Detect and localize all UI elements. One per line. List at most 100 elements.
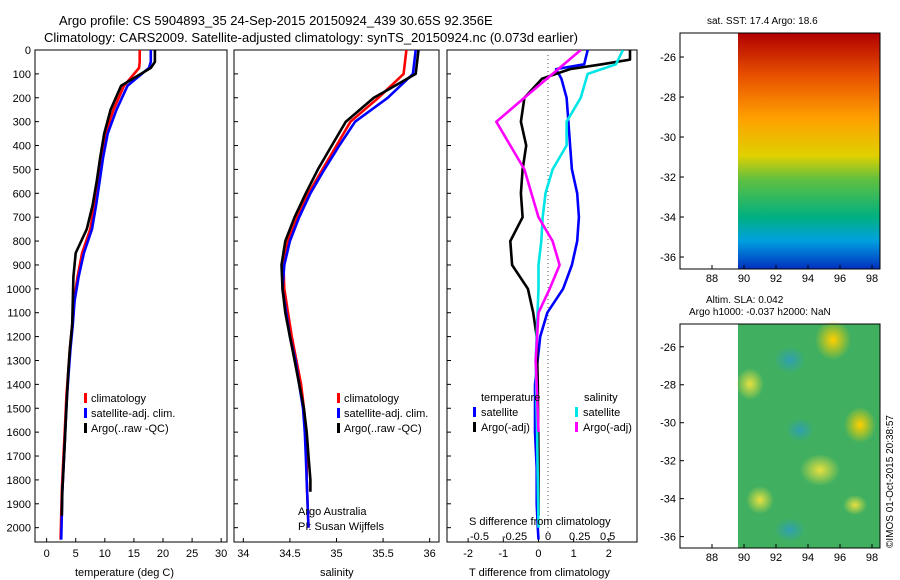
depth-tick-label: 1300 <box>7 355 31 367</box>
legend-label-t-satellite: satellite <box>481 407 518 419</box>
difference-axes-box <box>446 49 638 543</box>
sst-map-box <box>679 32 881 270</box>
depth-tick-label: 1000 <box>7 284 31 296</box>
map-x-tick-label: 88 <box>706 273 718 285</box>
temperature-x-ticks: 0 5 10 15 20 25 30 <box>44 538 227 560</box>
legend-label-s-argo: Argo(-adj) <box>583 422 632 434</box>
temperature-xlabel: temperature (deg C) <box>75 567 174 579</box>
map-x-tick-label: 98 <box>866 273 878 285</box>
legend-swatch-argo <box>84 423 87 433</box>
series-line-temperature-satellite <box>533 50 589 540</box>
pi-note: PI: Susan Wijffels <box>298 521 384 533</box>
x-tick-label: 35.5 <box>372 548 393 560</box>
x-tick-label: -1 <box>498 548 508 560</box>
depth-tick-label: 2000 <box>7 523 31 535</box>
legend-swatch-t-satellite <box>473 407 476 417</box>
sla-anomaly <box>815 320 851 360</box>
s-tick-label: 0 <box>545 531 551 543</box>
salinity-lines <box>280 50 420 528</box>
map-y-tick-label: -26 <box>660 342 676 354</box>
map-y-tick-label: -34 <box>660 494 676 506</box>
legend-swatch-satellite <box>337 408 340 418</box>
series-line-salinity-argo-adj- <box>494 50 582 433</box>
salinity-panel: 34 34.5 35 35.5 36 salinity climatology sate… <box>233 49 440 579</box>
depth-tick-label: 1800 <box>7 475 31 487</box>
salinity-legend: climatology satellite-adj. clim. Argo(..… <box>337 393 428 435</box>
temperature-legend: climatology satellite-adj. clim. Argo(..… <box>84 393 175 435</box>
map-y-tick-label: -36 <box>660 532 676 544</box>
difference-lines <box>494 50 632 540</box>
map-y-tick-label: -36 <box>660 252 676 264</box>
s-tick-label: 0.5 <box>600 531 615 543</box>
x-tick-label: 5 <box>73 548 79 560</box>
legend-label-climatology: climatology <box>344 393 400 405</box>
sst-heatmap <box>738 33 880 269</box>
map-x-tick-label: 92 <box>770 552 782 564</box>
map-x-tick-label: 90 <box>738 552 750 564</box>
difference-depth-ticks <box>447 49 451 529</box>
depth-tick-label: 600 <box>13 188 31 200</box>
depth-tick-label: 1100 <box>7 308 31 320</box>
x-tick-label: 30 <box>215 548 227 560</box>
temperature-axes-box <box>34 49 228 543</box>
x-tick-label: 1 <box>571 548 577 560</box>
sla-anomaly <box>843 495 867 515</box>
depth-tick-label: 1700 <box>7 451 31 463</box>
figure-title-line1: Argo profile: CS 5904893_35 24-Sep-2015 … <box>59 13 493 28</box>
depth-tick-label: 400 <box>13 141 31 153</box>
sla-map-ticks: 88 90 92 94 96 98 -26 -28 -30 -32 -34 -36 <box>660 342 878 564</box>
legend-swatch-s-satellite <box>575 407 578 417</box>
map-x-tick-label: 94 <box>802 273 814 285</box>
map-y-tick-label: -26 <box>660 52 676 64</box>
depth-tick-label: 800 <box>13 236 31 248</box>
depth-tick-label: 1200 <box>7 332 31 344</box>
s-tick-label: -0.5 <box>470 531 489 543</box>
institution-note: Argo Australia <box>298 506 367 518</box>
legend-swatch-s-argo <box>575 422 578 432</box>
depth-tick-label: 1900 <box>7 499 31 511</box>
map-x-tick-label: 90 <box>738 273 750 285</box>
legend-label-satellite: satellite-adj. clim. <box>344 408 428 420</box>
temperature-panel: 0100200300400500600700800900100011001200… <box>7 45 228 579</box>
x-tick-label: 34 <box>237 548 249 560</box>
temperature-lines <box>59 50 157 540</box>
map-y-tick-label: -28 <box>660 92 676 104</box>
sla-map-title1: Altim. SLA: 0.042 <box>706 295 784 306</box>
salinity-difference-ticks: -0.5 -0.25 0 0.25 0.5 <box>470 531 615 543</box>
difference-panel: -2 -1 0 1 2 T difference from climatology S … <box>446 49 638 579</box>
series-line-temperature-argo-adj- <box>508 50 632 516</box>
map-y-tick-label: -32 <box>660 172 676 184</box>
x-tick-label: 0 <box>535 548 541 560</box>
sla-anomaly <box>746 486 774 514</box>
sla-anomaly <box>774 346 806 374</box>
salinity-difference-label: S difference from climatology <box>469 516 611 528</box>
depth-tick-label: 700 <box>13 212 31 224</box>
legend-label-argo: Argo(..raw -QC) <box>91 423 169 435</box>
salinity-xlabel: salinity <box>320 567 354 579</box>
legend-head-temperature: temperature <box>481 392 540 404</box>
sla-map-box <box>679 323 881 549</box>
legend-swatch-argo <box>337 423 340 433</box>
sst-map-title: sat. SST: 17.4 Argo: 18.6 <box>707 16 818 27</box>
map-x-tick-label: 88 <box>706 552 718 564</box>
legend-label-argo: Argo(..raw -QC) <box>344 423 422 435</box>
map-y-tick-label: -30 <box>660 418 676 430</box>
depth-tick-label: 200 <box>13 93 31 105</box>
map-y-tick-label: -34 <box>660 212 676 224</box>
legend-label-satellite: satellite-adj. clim. <box>91 408 175 420</box>
s-tick-label: 0.25 <box>569 531 590 543</box>
credit-stamp: ©IMOS 01-Oct-2015 20:38:57 <box>885 415 896 548</box>
x-tick-label: 10 <box>99 548 111 560</box>
map-x-tick-label: 98 <box>866 552 878 564</box>
x-tick-label: 15 <box>128 548 140 560</box>
depth-tick-label: 500 <box>13 164 31 176</box>
series-line-argo-raw-qc- <box>60 50 157 516</box>
legend-label-climatology: climatology <box>91 393 147 405</box>
map-x-tick-label: 94 <box>802 552 814 564</box>
x-tick-label: 34.5 <box>279 548 300 560</box>
map-y-tick-label: -28 <box>660 380 676 392</box>
depth-tick-label: 1600 <box>7 427 31 439</box>
x-tick-label: 0 <box>44 548 50 560</box>
legend-label-s-satellite: satellite <box>583 407 620 419</box>
